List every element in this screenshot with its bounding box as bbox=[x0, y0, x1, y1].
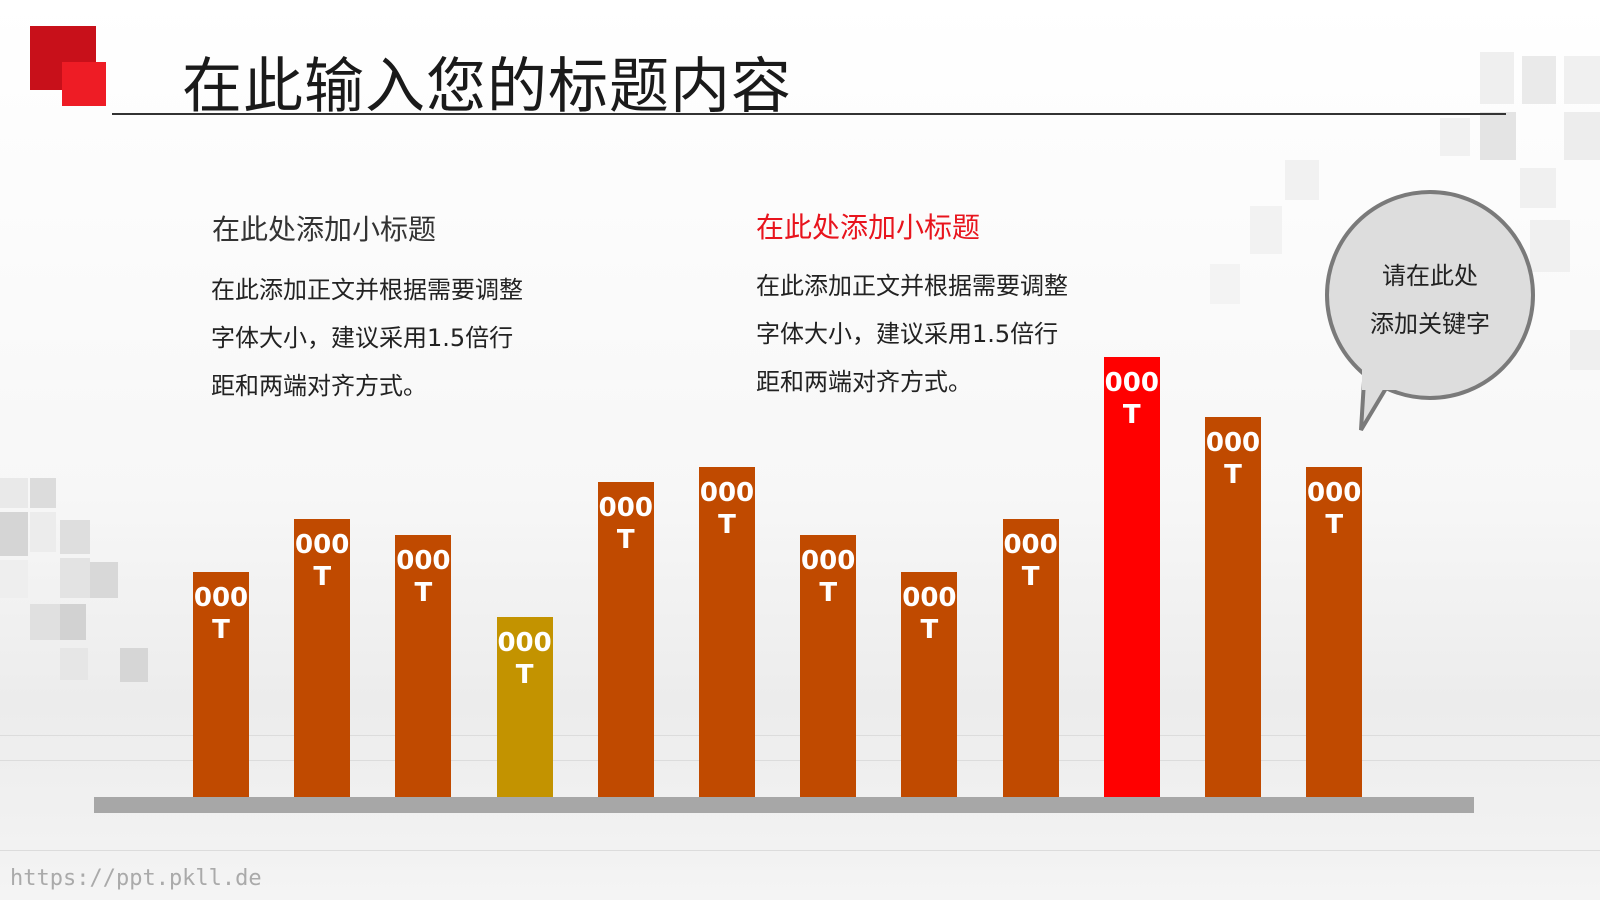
title-underline bbox=[112, 113, 1506, 115]
bar-5 bbox=[597, 482, 654, 797]
bar-label-line: 000 bbox=[1307, 478, 1362, 508]
bar-label-7: 000 T bbox=[800, 545, 856, 609]
bar-label-line: 000 bbox=[699, 478, 755, 508]
bar-2 bbox=[294, 519, 351, 797]
right-body-line-2: 字体大小，建议采用1.5倍行 bbox=[756, 320, 1059, 348]
bar-label-5: 000 T bbox=[598, 492, 654, 556]
bar-6 bbox=[699, 467, 755, 797]
left-body-line-3: 距和两端对齐方式。 bbox=[211, 372, 427, 400]
bar-label-line: T bbox=[1021, 562, 1040, 592]
bar-label-line: T bbox=[920, 615, 939, 645]
bar-label-line: 000 bbox=[193, 583, 249, 613]
left-subtitle: 在此处添加小标题 bbox=[212, 213, 437, 246]
bar-label-line: T bbox=[515, 660, 534, 690]
right-body-line-1: 在此添加正文并根据需要调整 bbox=[756, 272, 1068, 300]
bar-label-4: 000 T bbox=[497, 627, 553, 691]
bar-label-line: 000 bbox=[396, 546, 451, 576]
bubble-line-1: 请在此处 bbox=[1382, 262, 1478, 290]
bar-label-10: 000 T bbox=[1104, 367, 1160, 431]
chart-baseline bbox=[94, 797, 1474, 813]
bar-7 bbox=[800, 535, 857, 797]
bar-9 bbox=[1002, 519, 1059, 797]
right-body-line-3: 距和两端对齐方式。 bbox=[756, 368, 972, 396]
bar-label-line: T bbox=[414, 578, 433, 608]
bar-label-line: 000 bbox=[801, 546, 856, 576]
bar-label-12: 000 T bbox=[1306, 477, 1362, 541]
bar-label-9: 000 T bbox=[1003, 529, 1059, 593]
bar-10 bbox=[1103, 357, 1160, 797]
bar-label-line: T bbox=[212, 615, 230, 645]
bar-label-line: T bbox=[819, 578, 838, 608]
bar-label-line: T bbox=[1325, 510, 1344, 540]
bar-label-6: 000 T bbox=[699, 477, 755, 541]
bar-label-line: 000 bbox=[598, 493, 653, 523]
bar-1 bbox=[193, 572, 249, 797]
keyword-bubble bbox=[1325, 190, 1535, 400]
bar-label-1: 000 T bbox=[193, 582, 249, 646]
watermark: https://ppt.pkll.de bbox=[10, 866, 262, 891]
bubble-tail-cover bbox=[1362, 368, 1406, 390]
bar-label-line: T bbox=[718, 510, 736, 540]
bar-11 bbox=[1205, 417, 1261, 797]
bar-label-line: 000 bbox=[1003, 530, 1058, 560]
bar-label-line: T bbox=[313, 562, 332, 592]
bar-label-line: 000 bbox=[1205, 428, 1261, 458]
left-body-line-1: 在此添加正文并根据需要调整 bbox=[211, 276, 523, 304]
bar-8 bbox=[901, 572, 958, 797]
bar-4 bbox=[496, 617, 553, 797]
bar-label-2: 000 T bbox=[294, 529, 350, 593]
page-title: 在此输入您的标题内容 bbox=[182, 52, 792, 122]
left-body-line-2: 字体大小，建议采用1.5倍行 bbox=[211, 324, 514, 352]
bar-label-line: 000 bbox=[1104, 368, 1159, 398]
bar-label-line: T bbox=[1122, 400, 1141, 430]
bar-label-line: T bbox=[616, 525, 635, 555]
bar-label-11: 000 T bbox=[1205, 427, 1261, 491]
bubble-line-2: 添加关键字 bbox=[1370, 310, 1490, 338]
bar-3 bbox=[395, 535, 452, 797]
bar-label-3: 000 T bbox=[395, 545, 451, 609]
bar-label-8: 000 T bbox=[901, 582, 957, 646]
bar-12 bbox=[1306, 467, 1363, 797]
bar-label-line: 000 bbox=[295, 530, 350, 560]
bar-label-line: 000 bbox=[902, 583, 957, 613]
right-subtitle: 在此处添加小标题 bbox=[756, 211, 981, 244]
bar-label-line: T bbox=[1224, 460, 1242, 490]
bar-label-line: 000 bbox=[497, 628, 552, 658]
